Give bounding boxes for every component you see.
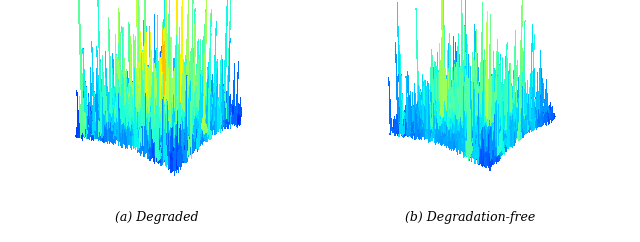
Text: (b) Degradation-free: (b) Degradation-free xyxy=(405,211,536,224)
Text: (a) Degraded: (a) Degraded xyxy=(115,211,198,224)
